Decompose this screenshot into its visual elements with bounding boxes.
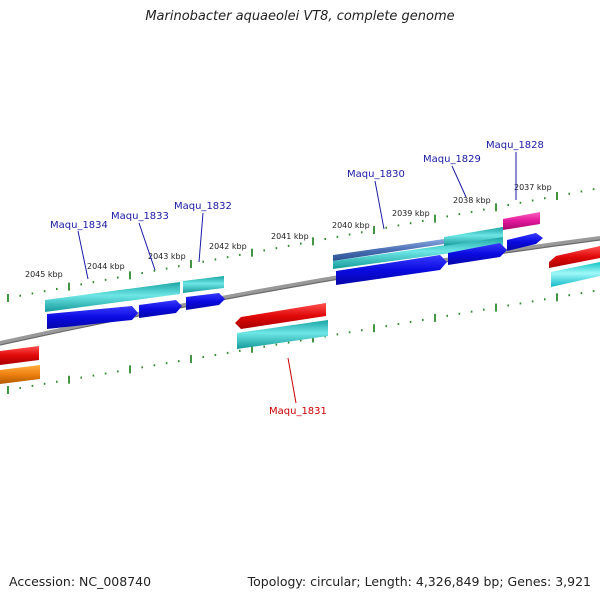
genome-map: 2037 kbp 2038 kbp 2039 kbp 2040 kbp 2041… [0,0,600,600]
tick-label-2042: 2042 kbp [209,242,247,251]
gene-magenta-1828 [503,212,540,230]
gene-label-maqu-1830: Maqu_1830 [347,169,405,180]
gene-cyan-1832 [183,276,224,293]
tick-label-2038: 2038 kbp [453,196,491,205]
leader-1831 [288,358,296,403]
tick-label-2045: 2045 kbp [25,270,63,279]
gene-labels: Maqu_1828 Maqu_1829 Maqu_1830 Maqu_1831 … [50,140,544,417]
tick-labels: 2037 kbp 2038 kbp 2039 kbp 2040 kbp 2041… [25,183,552,279]
gene-label-maqu-1834: Maqu_1834 [50,220,108,231]
label-leaders [78,152,516,403]
leader-1834 [78,231,88,279]
genome-info-text: Topology: circular; Length: 4,326,849 bp… [248,574,591,589]
gene-orange-left [0,365,40,384]
gene-label-maqu-1833: Maqu_1833 [111,211,169,222]
gene-label-maqu-1829: Maqu_1829 [423,154,481,165]
tick-label-2041: 2041 kbp [271,232,309,241]
leader-1833 [139,223,155,270]
tick-label-2043: 2043 kbp [148,252,186,261]
gene-blue-1832 [186,293,225,310]
tick-label-2037: 2037 kbp [514,183,552,192]
leader-1829 [452,166,466,197]
gene-label-maqu-1832: Maqu_1832 [174,201,232,212]
accession-text: Accession: NC_008740 [9,574,151,589]
gene-label-maqu-1831: Maqu_1831 [269,406,327,417]
tick-label-2040: 2040 kbp [332,221,370,230]
leader-1830 [375,181,384,229]
tick-label-2039: 2039 kbp [392,209,430,218]
gene-label-maqu-1828: Maqu_1828 [486,140,544,151]
gene-blue-1833 [139,300,182,318]
reverse-tick-ring [8,290,594,394]
leader-1832 [199,213,203,262]
gene-red-left [0,346,39,365]
tick-label-2044: 2044 kbp [87,262,125,271]
